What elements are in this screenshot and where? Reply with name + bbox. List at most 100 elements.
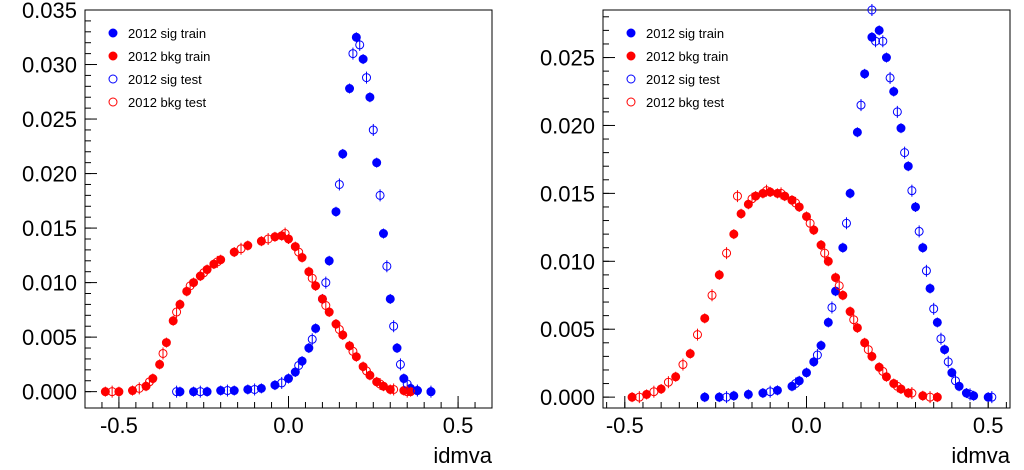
- data-point: [823, 317, 833, 327]
- data-point: [714, 270, 724, 280]
- data-point: [671, 372, 681, 382]
- data-point: [212, 257, 222, 267]
- data-point: [732, 191, 742, 201]
- data-point: [878, 36, 888, 46]
- data-point: [947, 368, 957, 378]
- x-tick-label: -0.5: [606, 413, 644, 438]
- data-point: [812, 350, 822, 360]
- data-point: [375, 379, 385, 389]
- data-point: [294, 360, 304, 370]
- y-tick-label: 0.020: [540, 113, 595, 138]
- data-point: [852, 127, 862, 137]
- data-point: [168, 316, 178, 326]
- data-point: [936, 334, 946, 344]
- data-point: [911, 202, 921, 212]
- data-point: [236, 244, 246, 254]
- data-point: [389, 384, 399, 394]
- data-point: [714, 392, 724, 402]
- data-point: [889, 87, 899, 97]
- data-point: [358, 54, 368, 64]
- data-point: [707, 290, 717, 300]
- data-point: [375, 190, 385, 200]
- data-point: [816, 240, 826, 250]
- legend-label: 2012 sig train: [128, 26, 206, 41]
- data-point: [649, 387, 659, 397]
- data-point: [722, 248, 732, 258]
- x-tick-label: 0.0: [273, 413, 304, 438]
- data-point: [802, 211, 811, 221]
- data-point: [385, 384, 395, 394]
- data-point: [311, 323, 321, 333]
- data-point: [355, 40, 365, 50]
- legend-label: 2012 sig train: [646, 26, 724, 41]
- data-point: [852, 323, 862, 333]
- data-point: [747, 194, 757, 204]
- data-point: [185, 281, 195, 291]
- data-point: [896, 123, 906, 133]
- data-point: [827, 302, 837, 312]
- data-point: [392, 343, 402, 353]
- data-point: [950, 376, 960, 386]
- data-point: [351, 32, 361, 42]
- data-point: [155, 359, 165, 369]
- legend-marker: [108, 97, 118, 107]
- y-tick-label: 0.025: [540, 46, 595, 71]
- data-point: [700, 313, 710, 323]
- plot-frame: [84, 9, 493, 409]
- data-point: [256, 383, 266, 393]
- data-point: [845, 307, 855, 317]
- x-tick-label: 0.0: [791, 413, 822, 438]
- data-point: [892, 107, 902, 117]
- series-2012-bkg-test: [634, 184, 935, 404]
- y-tick-label: 0.015: [22, 216, 77, 241]
- data-point: [311, 281, 321, 291]
- data-point: [692, 330, 702, 340]
- data-point: [144, 377, 154, 387]
- data-point: [700, 392, 710, 402]
- data-point: [321, 278, 331, 288]
- data-point: [158, 348, 168, 358]
- data-point: [243, 384, 253, 394]
- data-point: [838, 243, 848, 253]
- legend-label: 2012 bkg train: [128, 49, 210, 64]
- legend: 2012 sig train 2012 bkg train 2012 sig tes…: [626, 26, 728, 110]
- data-point: [729, 229, 739, 239]
- series-2012-sig-test: [172, 38, 436, 398]
- data-point: [845, 188, 855, 198]
- data-point: [743, 389, 753, 399]
- data-point: [294, 247, 304, 257]
- data-point: [334, 179, 344, 189]
- data-point: [722, 392, 732, 402]
- data-point: [202, 387, 212, 397]
- data-point: [627, 392, 637, 402]
- data-point: [263, 234, 273, 244]
- y-tick-label: 0.015: [540, 181, 595, 206]
- data-point: [385, 294, 395, 304]
- data-point: [791, 198, 801, 208]
- x-axis-title: idmva: [951, 443, 1010, 468]
- data-point: [389, 321, 399, 331]
- data-point: [412, 386, 422, 396]
- data-point: [729, 391, 739, 401]
- data-point: [900, 148, 910, 158]
- data-point: [107, 387, 117, 397]
- data-point: [277, 378, 287, 388]
- series-2012-sig-train: [175, 32, 436, 397]
- data-point: [663, 377, 673, 387]
- data-point: [365, 92, 375, 102]
- data-point: [881, 53, 891, 63]
- data-point: [903, 161, 913, 171]
- legend-label: 2012 sig test: [128, 72, 202, 87]
- data-point: [943, 357, 953, 367]
- x-tick-label: -0.5: [100, 413, 138, 438]
- data-point: [874, 25, 884, 35]
- y-tick-label: 0.010: [22, 271, 77, 296]
- data-point: [395, 359, 405, 369]
- data-point: [918, 243, 928, 253]
- data-point: [338, 149, 348, 159]
- data-point: [256, 236, 266, 246]
- data-point: [250, 384, 260, 394]
- data-point: [284, 374, 293, 384]
- legend-label: 2012 bkg test: [646, 95, 724, 110]
